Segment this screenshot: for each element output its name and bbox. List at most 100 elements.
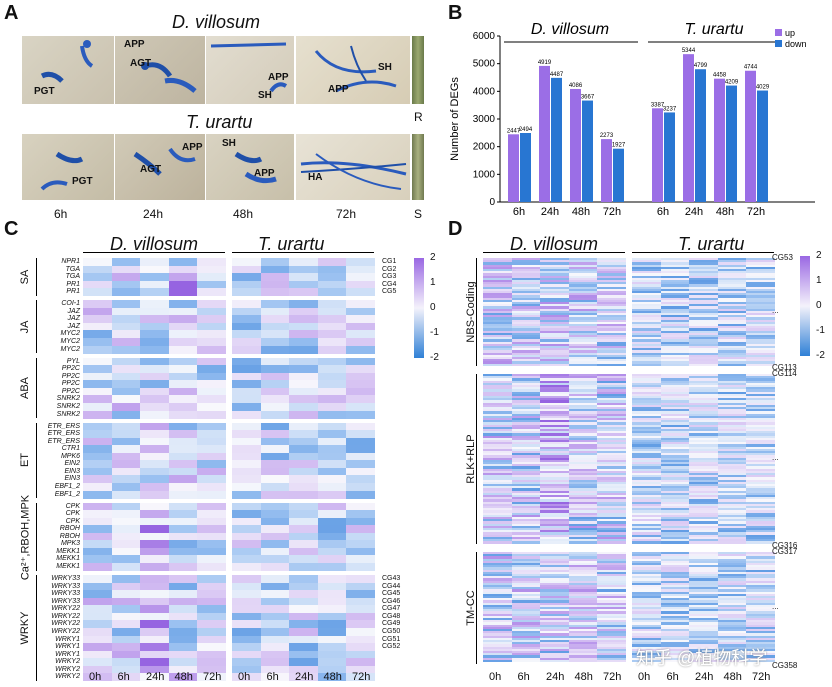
heatmap-d-cell-tu [689,635,718,639]
heatmap-c-cell-dv [197,665,226,674]
heatmap-d-cell-dv [597,424,626,428]
panel-c-label: C [4,218,19,240]
legend-swatch-up [775,29,782,36]
heatmap-d-cell-tu [660,457,690,461]
heatmap-d-cell-dv [540,363,569,367]
heatmap-d-cell-tu [717,448,747,452]
heatmap-d-cell-tu [689,506,718,509]
heatmap-d-cell-dv [597,396,626,399]
micrograph-tu-6h [22,134,114,200]
panel-c-species-right: T. urartu [258,234,325,254]
heatmap-d-cell-tu [746,609,775,612]
heatmap-d-cell-tu [717,302,747,305]
heatmap-c-cell-tu [346,395,375,404]
heatmap-c-cell-dv [168,475,198,484]
heatmap-d-cell-tu [632,288,661,292]
heatmap-d-cell-tu [746,326,775,329]
heatmap-d-cell-dv [540,286,569,290]
label-app-bottom-2: APP [254,168,275,179]
heatmap-d-cell-tu [632,519,661,522]
heatmap-c-cell-tu [289,315,318,324]
heatmap-d-cell-dv [483,348,512,351]
heatmap-d-cell-dv [511,361,541,364]
heatmap-d-cell-dv [511,488,541,491]
heatmap-c-cell-tu [346,563,375,572]
heatmap-d-cell-dv [568,620,598,623]
heatmap-d-cell-tu [660,514,690,518]
heatmap-c-cell-dv [83,517,112,526]
gene-label: COI-1 [61,300,80,308]
heatmap-d-cell-tu [660,640,690,643]
heatmap-d-cell-dv [597,435,626,439]
heatmap-d-cell-tu [717,437,747,441]
heatmap-d-cell-dv [540,609,569,612]
heatmap-d-cell-tu [717,415,747,419]
heatmap-d-cell-tu [746,453,775,456]
heatmap-d-cell-dv [540,501,569,505]
heatmap-d-cell-tu [746,508,775,511]
heatmap-d-cell-tu [660,448,690,452]
heatmap-d-cell-dv [540,611,569,614]
heatmap-d-cell-dv [568,273,598,276]
heatmap-d-cell-tu [660,299,690,303]
heatmap-d-cell-dv [483,335,512,338]
heatmap-c-cell-dv [140,532,169,541]
heatmap-d-cell-tu [746,354,775,358]
heatmap-c-cell-dv [197,597,226,606]
heatmap-d-cell-tu [660,404,690,408]
heatmap-d-cell-tu [660,466,690,469]
heatmap-d-cell-dv [540,354,569,358]
heatmap-d-cell-tu [717,431,747,434]
heatmap-d-cell-tu [660,385,690,388]
heatmap-c-cell-tu [317,288,347,297]
heatmap-d-cell-dv [540,530,569,533]
heatmap-c-cell-tu [346,575,375,584]
heatmap-c-cell-tu [232,452,261,461]
heatmap-d-cell-tu [689,328,718,331]
heatmap-d-cell-tu [717,486,747,489]
heatmap-d-cell-dv [597,565,626,568]
heatmap-d-cell-tu [717,477,747,480]
heatmap-d-cell-dv [597,337,626,340]
heatmap-d-cell-tu [660,503,690,507]
heatmap-d-cell-tu [717,611,747,614]
bar-up [745,70,756,202]
heatmap-c-cell-tu [317,547,347,556]
heatmap-d-cell-tu [660,407,690,410]
heatmap-d-cell-tu [689,359,718,362]
heatmap-c-cell-tu [289,635,318,644]
heatmap-d-cell-dv [540,644,569,647]
heatmap-d-cell-dv [568,565,598,568]
heatmap-c-cell-dv [197,563,226,572]
heatmap-d-cell-tu [746,260,775,263]
heatmap-c-cell-tu [260,605,290,614]
heatmap-d-cell-tu [717,464,747,467]
heatmap-d-cell-dv [568,363,598,367]
heatmap-d-cell-dv [540,618,569,621]
heatmap-c-cell-dv [197,525,226,534]
heatmap-c-cell-tu [317,673,347,682]
cg-top-label-d: CG317 [772,547,798,556]
heatmap-d-cell-dv [540,587,569,590]
heatmap-d-cell-dv [597,420,626,423]
heatmap-d-cell-tu [746,640,775,643]
heatmap-d-cell-tu [632,321,661,325]
heatmap-c-cell-tu [260,288,290,297]
heatmap-d-cell-dv [568,376,598,379]
heatmap-d-cell-tu [746,613,775,617]
heatmap-d-cell-dv [597,580,626,584]
heatmap-d-cell-dv [540,569,569,573]
heatmap-d-cell-dv [597,350,626,353]
heatmap-d-cell-dv [540,431,569,434]
heatmap-d-cell-tu [746,574,775,577]
heatmap-d-cell-tu [717,446,747,450]
heatmap-d-cell-tu [689,629,718,632]
heatmap-d-cell-dv [568,297,598,301]
heatmap-d-cell-dv [483,332,512,336]
heatmap-d-cell-dv [540,523,569,527]
heatmap-d-cell-tu [632,637,661,641]
heatmap-d-cell-tu [632,324,661,327]
heatmap-c-cell-tu [346,380,375,389]
heatmap-d-cell-tu [689,600,718,603]
heatmap-d-cell-dv [540,387,569,390]
